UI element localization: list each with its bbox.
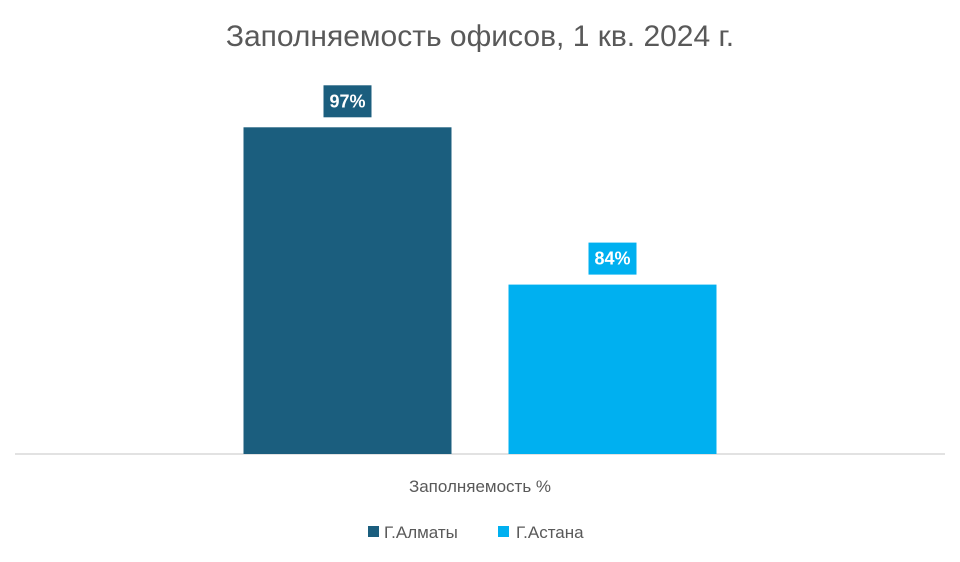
legend: Г.Алматы Г.Астана (368, 523, 584, 542)
chart-title: Заполняемость офисов, 1 кв. 2024 г. (226, 20, 734, 53)
bar-2 (508, 284, 717, 454)
x-category-label: Заполняемость % (409, 477, 551, 496)
bars-group: 97% 84% (243, 85, 717, 455)
legend-label-2: Г.Астана (516, 523, 584, 542)
data-label-box-2 (588, 242, 637, 275)
legend-label-1: Г.Алматы (384, 523, 458, 542)
legend-swatch-1 (368, 526, 379, 537)
legend-swatch-2 (498, 526, 509, 537)
data-label-2: 84% (594, 249, 630, 269)
bar-1 (243, 127, 452, 455)
data-label-1: 97% (329, 91, 365, 111)
data-label-box-1 (323, 85, 372, 118)
